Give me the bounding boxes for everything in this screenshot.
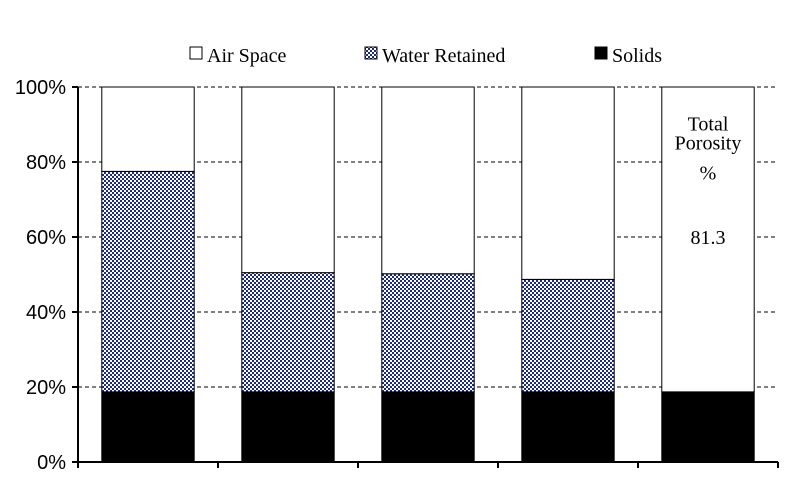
bar-1-solids <box>101 391 195 463</box>
y-tick-label-40: 40% <box>26 302 66 324</box>
legend-label-water-retained: Water Retained <box>382 45 505 67</box>
legend: Air Space Water Retained Solids <box>189 45 662 67</box>
bar-4-solids <box>521 391 615 463</box>
legend-swatch-solids <box>594 46 608 60</box>
bar-4-air-space <box>521 86 615 280</box>
bar-5-air-space <box>661 86 755 393</box>
bar-3-water-retained <box>381 273 475 393</box>
legend-label-air-space: Air Space <box>207 45 287 67</box>
legend-swatch-air-space <box>189 46 203 60</box>
total-porosity-annotation: Total Porosity % 81.3 <box>675 114 742 250</box>
annotation-line-1: Total <box>688 114 729 136</box>
annotation-value: 81.3 <box>691 227 726 249</box>
bar-2-air-space <box>241 86 335 274</box>
bar-3-air-space <box>381 86 475 275</box>
bar-5-solids <box>661 391 755 463</box>
y-tick-label-0: 0% <box>37 452 66 474</box>
y-tick-labels: 0% 20% 40% 60% 80% 100% <box>15 77 66 474</box>
annotation-line-2: Porosity <box>675 132 742 154</box>
bars <box>101 86 755 463</box>
bar-2-water-retained <box>241 272 335 393</box>
legend-label-solids: Solids <box>612 45 662 67</box>
bar-2-solids <box>241 391 335 463</box>
axes <box>72 86 779 468</box>
bar-1-air-space <box>101 86 195 172</box>
bar-4-water-retained <box>521 278 615 393</box>
y-tick-label-20: 20% <box>26 377 66 399</box>
legend-swatch-water-retained <box>364 46 378 60</box>
bar-1-water-retained <box>101 170 195 393</box>
y-tick-label-100: 100% <box>15 77 66 99</box>
bar-3-solids <box>381 391 475 463</box>
y-tick-label-80: 80% <box>26 152 66 174</box>
y-tick-label-60: 60% <box>26 227 66 249</box>
annotation-line-3: % <box>700 163 717 185</box>
